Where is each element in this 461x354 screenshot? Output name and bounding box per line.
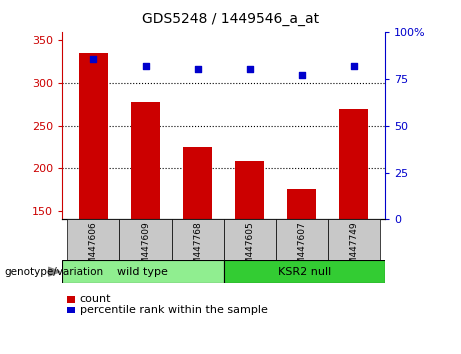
Bar xyxy=(171,219,224,260)
Point xyxy=(142,63,149,69)
Text: GSM447609: GSM447609 xyxy=(141,222,150,276)
Bar xyxy=(235,161,264,339)
Text: GDS5248 / 1449546_a_at: GDS5248 / 1449546_a_at xyxy=(142,12,319,27)
Bar xyxy=(276,219,328,260)
Text: genotype/variation: genotype/variation xyxy=(5,267,104,277)
Bar xyxy=(62,260,224,283)
Point xyxy=(298,72,305,77)
Point xyxy=(194,67,201,72)
Bar xyxy=(224,219,276,260)
Bar xyxy=(131,102,160,339)
Text: GSM447606: GSM447606 xyxy=(89,222,98,276)
Bar xyxy=(67,219,119,260)
Point xyxy=(246,67,253,72)
Text: GSM447605: GSM447605 xyxy=(245,222,254,276)
Bar xyxy=(79,53,108,339)
Text: GSM447607: GSM447607 xyxy=(297,222,306,276)
Text: KSR2 null: KSR2 null xyxy=(278,267,331,277)
Bar xyxy=(224,260,385,283)
Text: wild type: wild type xyxy=(118,267,168,277)
Text: count: count xyxy=(80,295,111,304)
Polygon shape xyxy=(48,267,60,276)
Text: GSM447768: GSM447768 xyxy=(193,222,202,276)
Bar xyxy=(183,147,212,339)
Bar xyxy=(328,219,380,260)
Bar xyxy=(119,219,171,260)
Bar xyxy=(287,189,316,339)
Text: percentile rank within the sample: percentile rank within the sample xyxy=(80,305,268,315)
Point xyxy=(90,56,97,62)
Text: GSM447749: GSM447749 xyxy=(349,222,358,276)
Bar xyxy=(339,109,368,339)
Point xyxy=(350,63,357,69)
